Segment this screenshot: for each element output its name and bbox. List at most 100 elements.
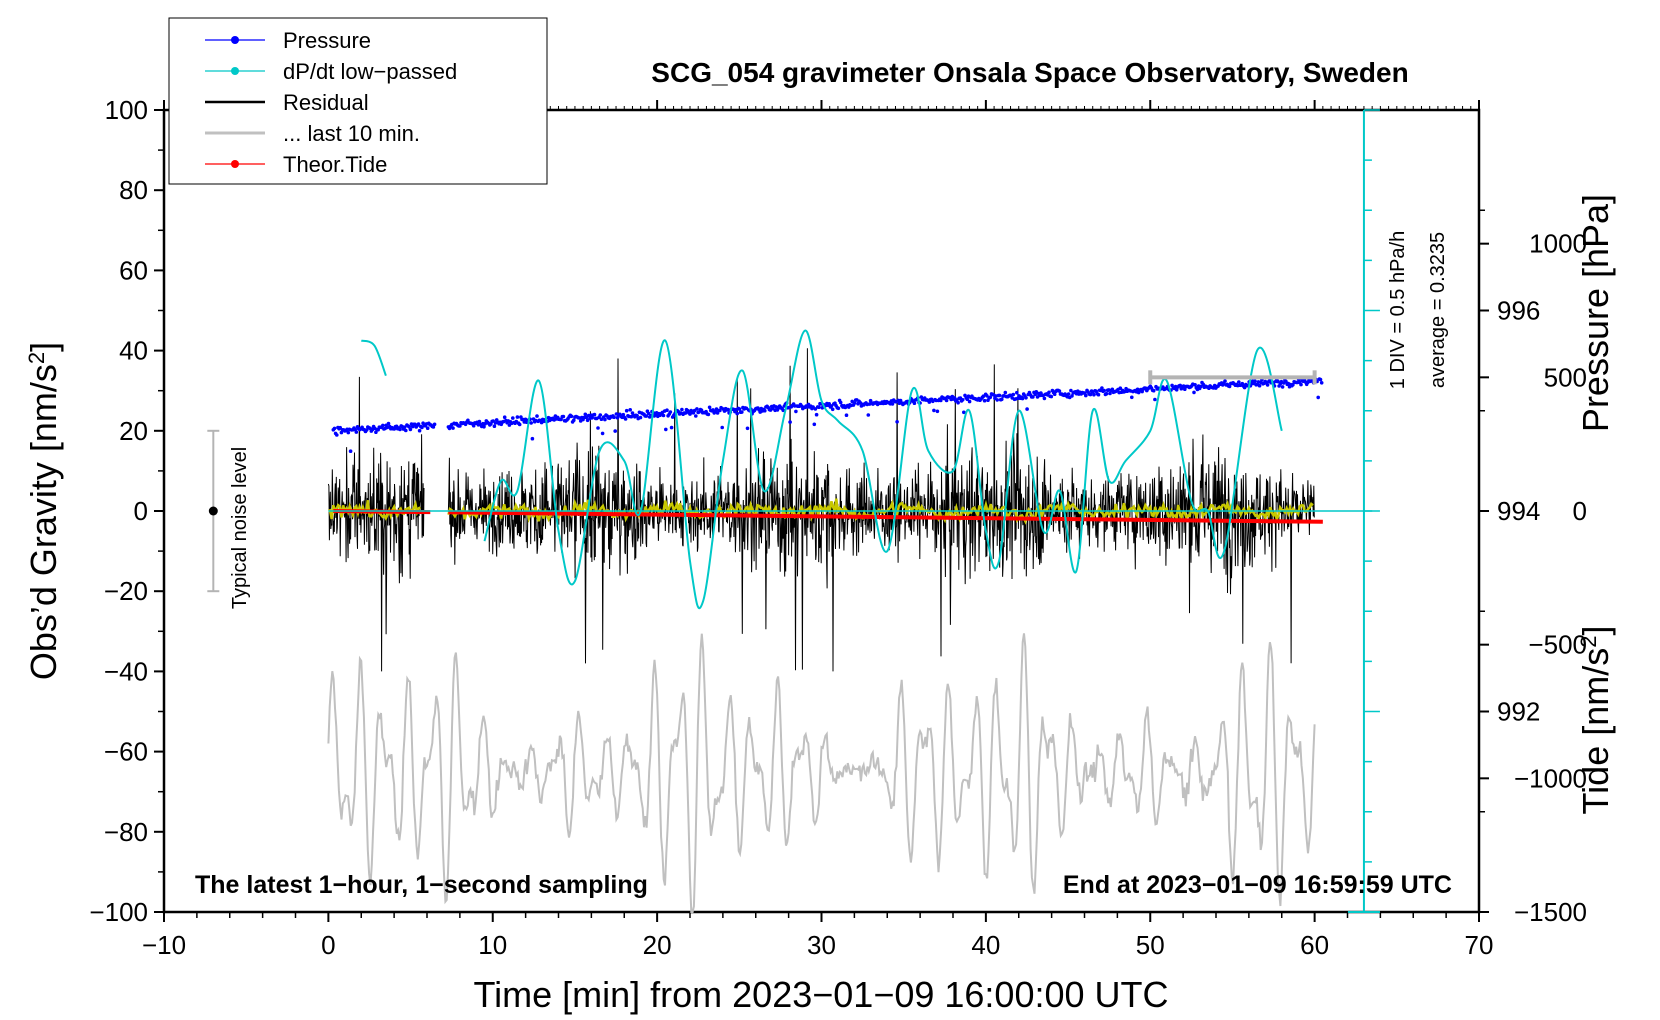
y-tick-label-gravity: −100	[89, 897, 148, 927]
pressure-point	[720, 425, 724, 430]
residual-smoothed-b	[447, 498, 1314, 525]
pressure-point	[416, 422, 421, 426]
x-tick-label: 10	[478, 930, 507, 960]
pressure-point	[1276, 379, 1280, 384]
noise-bar-center	[208, 506, 218, 516]
y-tick-label-tide: −1000	[1514, 763, 1587, 793]
pressure-point	[628, 408, 632, 412]
pressure-point	[895, 420, 899, 424]
pressure-point	[935, 409, 940, 414]
pressure-point	[982, 398, 987, 403]
pressure-point	[985, 394, 989, 398]
pressure-point	[615, 415, 620, 420]
pressure-point	[451, 426, 455, 430]
pressure-point	[354, 430, 359, 434]
pressure-point	[664, 427, 668, 432]
pressure-point	[623, 417, 628, 421]
pressure-point	[1318, 377, 1323, 382]
pressure-point	[1199, 384, 1203, 389]
pressure-point	[830, 407, 835, 412]
pressure-point	[1047, 390, 1051, 395]
pressure-point	[995, 398, 999, 402]
pressure-point	[726, 407, 730, 412]
pressure-point	[737, 407, 742, 411]
pressure-point	[1193, 383, 1197, 387]
x-tick-label: 30	[807, 930, 836, 960]
chart-title: SCG_054 gravimeter Onsala Space Observat…	[651, 57, 1408, 88]
pressure-point	[1174, 388, 1179, 392]
pressure-point	[458, 424, 462, 428]
y-tick-label-tide: −1500	[1514, 897, 1587, 927]
x-tick-label: 20	[643, 930, 672, 960]
pressure-point	[1192, 390, 1196, 395]
pressure-point	[1108, 391, 1112, 396]
legend-marker	[231, 160, 239, 168]
pressure-point	[612, 415, 616, 420]
pressure-point	[960, 398, 965, 402]
legend-items: Pressure dP/dt low−passed Residual ... last…	[205, 28, 457, 177]
pressure-point	[1284, 379, 1288, 384]
pressure-point	[735, 411, 739, 416]
pressure-point	[788, 420, 792, 424]
legend-label: Theor.Tide	[283, 152, 387, 177]
pressure-point	[596, 426, 600, 430]
pressure-point	[471, 423, 476, 428]
pressure-point	[335, 433, 339, 437]
y-tick-label-gravity: 100	[105, 95, 148, 125]
y-axis-label-pressure: Pressure [hPa]	[1575, 194, 1616, 432]
pressure-point	[1265, 383, 1270, 387]
pressure-point	[939, 398, 943, 403]
residual-series-a	[327, 376, 425, 672]
pressure-point	[417, 428, 422, 433]
legend-label: Pressure	[283, 28, 371, 53]
pressure-point	[852, 401, 857, 405]
pressure-point	[1227, 384, 1232, 389]
y-axis-label-gravity-main: Obs’d Gravity [nm/s	[23, 364, 64, 680]
y-tick-label-tide: −500	[1528, 630, 1587, 660]
legend-label: ... last 10 min.	[283, 121, 420, 146]
pressure-point	[535, 414, 539, 418]
pressure-point	[1000, 397, 1004, 402]
pressure-point	[492, 424, 497, 429]
x-tick-label: 50	[1136, 930, 1165, 960]
pressure-point	[346, 430, 351, 435]
legend-marker	[231, 36, 239, 44]
dpdt-series	[483, 329, 1283, 609]
y-tick-label-tide: 1000	[1529, 229, 1587, 259]
pressure-point	[515, 415, 520, 419]
pressure-point	[517, 422, 522, 427]
annotation-bottom-left: The latest 1−hour, 1−second sampling	[195, 871, 648, 899]
y-tick-label-gravity: −20	[104, 576, 148, 606]
pressure-point	[432, 422, 437, 427]
pressure-point	[386, 421, 391, 426]
y-tick-label-gravity: −80	[104, 817, 148, 847]
pressure-point	[374, 430, 378, 435]
pressure-point	[624, 408, 629, 413]
pressure-point	[1092, 392, 1096, 397]
pressure-point	[431, 425, 436, 429]
pressure-point	[814, 412, 819, 417]
y-tick-label-pressure: 992	[1497, 697, 1540, 727]
pressure-point	[569, 414, 574, 419]
pressure-point	[1110, 387, 1115, 392]
pressure-point	[794, 409, 798, 414]
pressure-point	[599, 417, 604, 422]
pressure-point	[965, 397, 970, 402]
pressure-point	[338, 425, 343, 430]
pressure-point	[402, 425, 407, 430]
pressure-point	[621, 412, 626, 417]
pressure-point	[956, 400, 960, 405]
pressure-point	[583, 412, 588, 417]
pressure-point	[398, 427, 402, 432]
pressure-point	[511, 416, 515, 420]
pressure-point	[1049, 394, 1054, 399]
pressure-point	[598, 413, 603, 417]
pressure-point	[477, 419, 482, 424]
y-axis-label-tide: Tide [nm/s2]	[1575, 626, 1616, 815]
pressure-layer	[331, 376, 1324, 454]
last-10-min-layer	[327, 633, 1316, 913]
pressure-point	[844, 413, 849, 418]
pressure-point	[669, 425, 674, 430]
pressure-point	[683, 411, 688, 415]
y-tick-label-gravity: 80	[119, 175, 148, 205]
